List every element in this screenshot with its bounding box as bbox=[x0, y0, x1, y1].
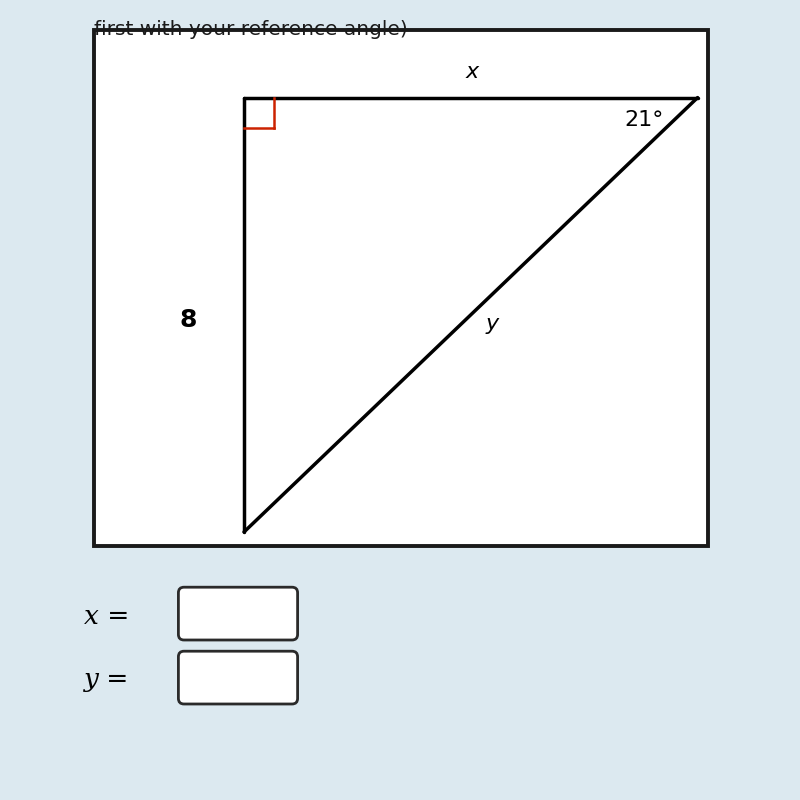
Text: y =: y = bbox=[84, 667, 130, 693]
FancyBboxPatch shape bbox=[178, 587, 298, 640]
Text: x: x bbox=[466, 62, 478, 82]
Text: x =: x = bbox=[84, 603, 130, 629]
Text: first with your reference angle): first with your reference angle) bbox=[94, 20, 408, 39]
Text: y: y bbox=[486, 314, 498, 334]
Bar bbox=[94, 30, 708, 546]
FancyBboxPatch shape bbox=[178, 651, 298, 704]
Text: 8: 8 bbox=[179, 308, 197, 332]
Text: 21°: 21° bbox=[624, 110, 663, 130]
